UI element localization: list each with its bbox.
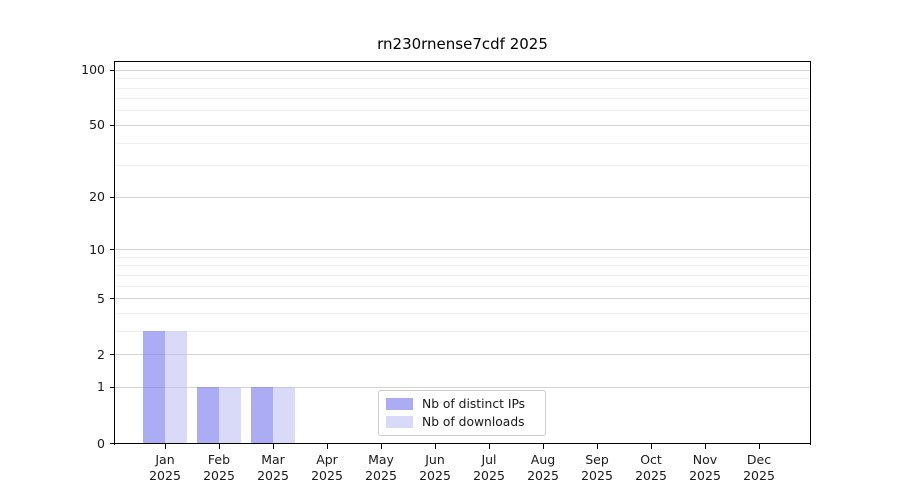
y-gridline-minor	[115, 165, 810, 167]
x-tick-mark	[705, 444, 707, 450]
y-gridline-major	[115, 298, 810, 299]
x-tick-label-dec: Dec 2025	[743, 452, 775, 483]
x-tick-mark	[165, 444, 167, 450]
bar-downloads-feb	[219, 386, 241, 443]
y-tick-mark	[109, 443, 115, 445]
y-gridline-major	[115, 354, 810, 356]
y-tick-mark	[109, 69, 115, 71]
y-gridline-major	[115, 249, 810, 250]
y-tick-mark	[109, 354, 115, 356]
y-tick-mark	[109, 124, 115, 127]
bar-downloads-jan	[165, 330, 187, 443]
y-tick-mark	[109, 249, 115, 251]
x-tick-label-jan: Jan 2025	[149, 452, 181, 483]
x-tick-label-feb: Feb 2025	[203, 452, 235, 483]
y-gridline-major	[115, 386, 810, 388]
x-tick-mark	[651, 444, 653, 450]
y-gridline-minor	[115, 78, 810, 80]
x-tick-mark	[597, 444, 599, 450]
y-tick-label: 2	[97, 346, 105, 362]
y-gridline-minor	[115, 312, 810, 314]
x-tick-label-sep: Sep 2025	[581, 452, 613, 483]
y-gridline-minor	[115, 330, 810, 332]
chart-title: rn230rnense7cdf 2025	[377, 35, 548, 53]
y-tick-label: 0	[97, 435, 105, 451]
y-tick-mark	[109, 298, 115, 300]
y-gridline-major	[115, 69, 810, 71]
bar-distinct-ips-mar	[251, 386, 273, 443]
spine-bottom	[113, 443, 812, 445]
x-tick-label-jul: Jul 2025	[473, 452, 505, 483]
x-tick-label-may: May 2025	[365, 452, 397, 483]
y-tick-label: 5	[97, 290, 105, 306]
y-gridline-major	[115, 124, 810, 126]
y-gridline-minor	[115, 110, 810, 112]
y-tick-label: 20	[89, 189, 105, 205]
x-tick-label-apr: Apr 2025	[311, 452, 343, 483]
x-tick-label-mar: Mar 2025	[257, 452, 289, 483]
x-tick-label-nov: Nov 2025	[689, 452, 721, 483]
y-tick-label: 10	[89, 241, 105, 257]
x-tick-mark	[219, 444, 221, 450]
y-gridline-minor	[115, 142, 810, 144]
y-gridline-minor	[115, 256, 810, 258]
legend-item-downloads: Nb of downloads	[386, 414, 537, 430]
y-tick-label: 1	[97, 379, 105, 395]
y-tick-mark	[109, 196, 115, 198]
legend-swatch-distinct-ips	[386, 398, 413, 410]
x-tick-label-aug: Aug 2025	[527, 452, 559, 483]
x-tick-label-oct: Oct 2025	[635, 452, 667, 483]
y-gridline-major	[115, 196, 810, 198]
bar-downloads-mar	[273, 386, 295, 443]
x-tick-mark	[327, 444, 329, 450]
legend-label-distinct-ips: Nb of distinct IPs	[422, 397, 526, 411]
spine-right	[809, 62, 812, 445]
y-tick-mark	[109, 386, 115, 389]
bar-distinct-ips-feb	[197, 386, 219, 443]
legend-item-distinct-ips: Nb of distinct IPs	[386, 396, 537, 412]
spine-left	[113, 62, 116, 445]
legend-label-downloads: Nb of downloads	[422, 415, 525, 429]
x-tick-mark	[543, 444, 545, 450]
x-tick-label-jun: Jun 2025	[419, 452, 451, 483]
legend: Nb of distinct IPs Nb of downloads	[378, 390, 546, 436]
spine-top	[113, 61, 812, 63]
legend-swatch-downloads	[386, 416, 413, 428]
y-tick-label: 100	[81, 62, 105, 78]
x-tick-mark	[273, 444, 275, 450]
bar-distinct-ips-jan	[143, 330, 165, 443]
y-gridline-minor	[115, 285, 810, 287]
y-tick-label: 50	[89, 117, 105, 133]
x-tick-mark	[489, 444, 491, 450]
y-gridline-minor	[115, 87, 810, 89]
x-tick-mark	[435, 444, 437, 450]
y-gridline-minor	[115, 98, 810, 100]
x-tick-mark	[759, 444, 761, 450]
y-gridline-minor	[115, 274, 810, 276]
y-gridline-minor	[115, 265, 810, 267]
plot-area	[115, 62, 810, 443]
x-tick-mark	[381, 444, 383, 450]
